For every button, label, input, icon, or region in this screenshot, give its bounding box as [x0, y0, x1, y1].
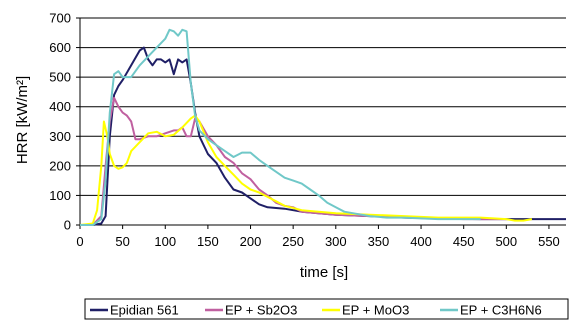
y-tick-label-200: 200 [49, 158, 71, 173]
x-tick-label-50: 50 [115, 234, 129, 249]
grid-lines [80, 17, 566, 196]
legend-label-1: Epidian 561 [110, 303, 179, 318]
legend: Epidian 561 EP + Sb2O3 EP + MoO3 EP + C3H6N… [84, 298, 569, 320]
x-tick-label-550: 550 [538, 234, 560, 249]
series-line-2 [80, 96, 507, 226]
legend-label-2: EP + Sb2O3 [225, 303, 297, 318]
legend-label-4: EP + C3H6N6 [460, 303, 542, 318]
x-tick-label-250: 250 [282, 234, 304, 249]
x-tick-label-200: 200 [240, 234, 262, 249]
axes [76, 17, 566, 229]
y-tick-label-300: 300 [49, 129, 71, 144]
x-axis-title: time [s] [300, 264, 348, 281]
y-tick-label-100: 100 [49, 188, 71, 203]
x-tick-label-0: 0 [76, 234, 83, 249]
legend-label-3: EP + MoO3 [342, 303, 409, 318]
y-tick-label-400: 400 [49, 99, 71, 114]
x-tick-label-350: 350 [368, 234, 390, 249]
x-tick-label-500: 500 [495, 234, 517, 249]
y-tick-label-600: 600 [49, 40, 71, 55]
y-tick-label-0: 0 [64, 218, 71, 233]
x-tick-label-150: 150 [197, 234, 219, 249]
y-axis-title: HRR [kW/m²] [14, 76, 31, 164]
y-tick-label-700: 700 [49, 11, 71, 26]
x-tick-label-100: 100 [154, 234, 176, 249]
x-tick-label-300: 300 [325, 234, 347, 249]
series-line-4 [80, 28, 481, 226]
x-tick-label-400: 400 [410, 234, 432, 249]
tick-labels: 0 100 200 300 400 500 600 700 0 50 100 150 200 250 300… [49, 11, 560, 250]
y-tick-label-500: 500 [49, 70, 71, 85]
series-lines [79, 28, 566, 226]
x-tick-label-450: 450 [453, 234, 475, 249]
series-line-3 [79, 114, 533, 226]
